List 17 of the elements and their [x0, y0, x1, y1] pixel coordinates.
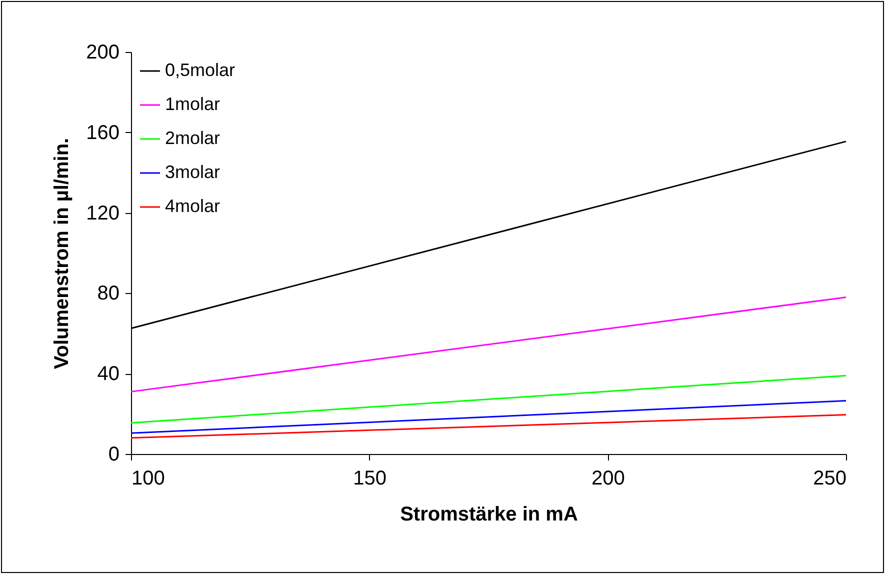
y-tick-label: 40	[97, 363, 120, 386]
legend-label: 3molar	[165, 162, 220, 182]
legend-label: 1molar	[165, 94, 220, 114]
x-tick-label: 200	[591, 468, 625, 490]
y-tick-label: 80	[97, 282, 120, 305]
x-axis-title: Stromstärke in mA	[400, 504, 578, 526]
y-tick-label: 120	[86, 202, 120, 224]
y-tick-label: 160	[86, 122, 120, 144]
y-tick-label: 200	[86, 42, 120, 64]
x-tick-label: 100	[132, 468, 165, 490]
x-tick-label: 150	[353, 468, 387, 490]
legend-label: 0,5molar	[165, 60, 236, 80]
y-tick-label: 0	[108, 444, 120, 466]
y-axis-title: Volumenstrom in µl/min.	[51, 138, 74, 370]
legend-label: 4molar	[165, 196, 220, 216]
x-tick-label: 250	[813, 468, 846, 490]
legend-label: 2molar	[165, 128, 220, 148]
